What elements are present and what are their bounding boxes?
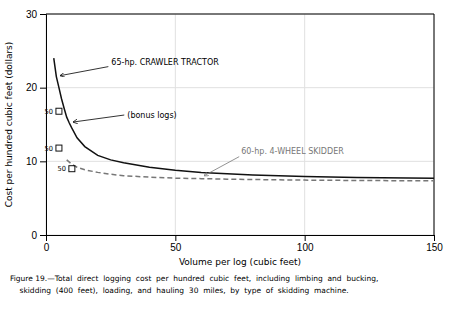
- point-label: 5O: [44, 108, 52, 116]
- annotation-arrow: [204, 157, 239, 176]
- tick: 10: [26, 156, 46, 167]
- series-line: [54, 58, 434, 178]
- y-axis: 0 10 20 30: [26, 9, 47, 241]
- annotation: (bonus logs): [127, 111, 176, 120]
- tick: 50: [170, 235, 182, 253]
- grid: [46, 14, 434, 235]
- caption: skidding (400 feet), loading, and haulin…: [10, 286, 349, 295]
- point: [56, 145, 62, 151]
- tick-label: 20: [26, 82, 38, 93]
- tick-mark: [40, 161, 46, 162]
- tick-label: 100: [297, 242, 314, 253]
- grid-line-x: [175, 14, 176, 235]
- grid-line-y: [46, 87, 434, 88]
- chart: 0 50 100 150 0 10 20 30 5O 5O 5O 65-hp. CRAWLER TRA…: [0, 0, 450, 313]
- tick-label: 0: [31, 230, 37, 241]
- tick-mark: [40, 235, 46, 236]
- point-label: 5O: [44, 145, 52, 153]
- point-label: 5O: [57, 165, 65, 173]
- point: [69, 166, 75, 172]
- tick-mark: [175, 235, 176, 241]
- tick: 150: [426, 235, 443, 253]
- axis-line: [40, 15, 47, 236]
- annotation: 60-hp. 4-WHEEL SKIDDER: [241, 147, 344, 156]
- tick-mark: [40, 88, 46, 89]
- tick: 100: [297, 235, 314, 253]
- axis-line: [47, 236, 435, 242]
- labels: 5O 5O 5O 65-hp. CRAWLER TRACTOR (bonus logs)…: [44, 58, 344, 176]
- grid-line-y: [46, 14, 434, 15]
- annotation-arrow: [60, 67, 108, 76]
- marks: [54, 58, 434, 181]
- tick-mark: [434, 235, 435, 241]
- tick: 0: [31, 230, 46, 241]
- y-axis-title: Cost per hundred cubic feet (dollars): [4, 42, 14, 208]
- caption: Figure 19.—Total direct logging cost per…: [10, 274, 378, 283]
- tick: 30: [26, 9, 46, 20]
- tick-label: 10: [26, 156, 38, 167]
- tick-label: 0: [44, 242, 50, 253]
- annotation-arrow: [73, 115, 124, 122]
- tick-label: 30: [26, 9, 38, 20]
- plot-area: 0 50 100 150 0 10 20 30 5O 5O 5O 65-hp. CRAWLER TRA…: [26, 9, 443, 253]
- tick: 0: [44, 235, 50, 253]
- annotation: 65-hp. CRAWLER TRACTOR: [111, 58, 219, 67]
- frame: [434, 14, 435, 235]
- grid-line-x: [434, 14, 435, 235]
- tick-label: 50: [170, 242, 182, 253]
- tick: 20: [26, 82, 46, 93]
- grid-line-x: [304, 14, 305, 235]
- grid-line-y: [46, 161, 434, 162]
- tick-mark: [40, 14, 46, 15]
- tick-mark: [305, 235, 306, 241]
- x-axis-title: Volume per log (cubic feet): [179, 257, 301, 267]
- x-axis: 0 50 100 150: [44, 235, 444, 253]
- frame: [46, 14, 434, 15]
- series-line: [67, 160, 434, 181]
- tick-label: 150: [426, 242, 443, 253]
- point: [56, 108, 62, 114]
